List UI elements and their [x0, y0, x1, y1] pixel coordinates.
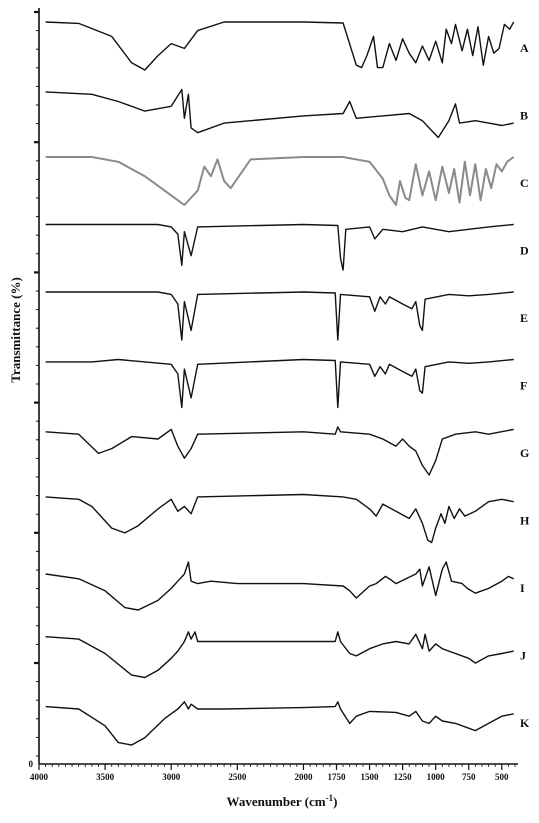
x-axis-title-text: Wavenumber (cm	[227, 794, 326, 809]
x-tick-label: 2000	[294, 772, 313, 782]
spectrum-trace-e	[45, 291, 514, 341]
series-letters: A B C D E F G H I J K	[520, 41, 530, 730]
x-axis-title-exponent: -1	[326, 793, 334, 803]
x-tick-label: 2500	[228, 772, 247, 782]
axes: 4000 3500 3000 2500 2000 1750 1500 1250 1000 750 5…	[29, 8, 518, 782]
series-label-d: D	[520, 244, 529, 258]
x-tick-label: 1750	[328, 772, 347, 782]
y-axis-zero-label: 0	[29, 759, 34, 769]
x-tick-label: 3000	[162, 772, 181, 782]
spectrum-trace-a	[45, 21, 515, 71]
spectrum-trace-k	[45, 701, 514, 746]
x-axis-ticks: 4000 3500 3000 2500 2000 1750 1500 1250 1000 750 5…	[30, 764, 516, 782]
series-label-i: I	[520, 581, 525, 595]
spectrum-trace-b	[45, 88, 514, 139]
series-label-b: B	[520, 109, 528, 123]
y-axis-title: Transmittance (%)	[8, 277, 23, 383]
x-tick-label: 1250	[394, 772, 413, 782]
spectra-traces	[45, 21, 515, 746]
spectrum-trace-d	[45, 223, 514, 271]
series-label-k: K	[520, 716, 530, 730]
x-tick-label: 4000	[30, 772, 49, 782]
spectrum-trace-h	[45, 493, 514, 544]
x-tick-label: 1000	[427, 772, 446, 782]
series-label-j: J	[520, 649, 526, 663]
spectrum-trace-c	[45, 156, 515, 206]
spectrum-trace-f	[45, 358, 514, 409]
series-label-e: E	[520, 311, 528, 325]
x-axis-title-close: )	[333, 794, 337, 809]
series-label-g: G	[520, 446, 529, 460]
spectrum-trace-g	[45, 426, 514, 476]
y-axis-ticks	[34, 10, 39, 757]
series-label-f: F	[520, 379, 527, 393]
spectrum-trace-i	[45, 561, 514, 611]
x-tick-label: 500	[495, 772, 509, 782]
spectrum-trace-j	[45, 631, 514, 679]
series-label-h: H	[520, 514, 530, 528]
x-axis-title: Wavenumber (cm-1)	[227, 793, 338, 809]
series-label-a: A	[520, 41, 529, 55]
x-tick-label: 3500	[96, 772, 115, 782]
series-label-c: C	[520, 176, 529, 190]
x-tick-label: 750	[462, 772, 476, 782]
x-tick-label: 1500	[361, 772, 380, 782]
